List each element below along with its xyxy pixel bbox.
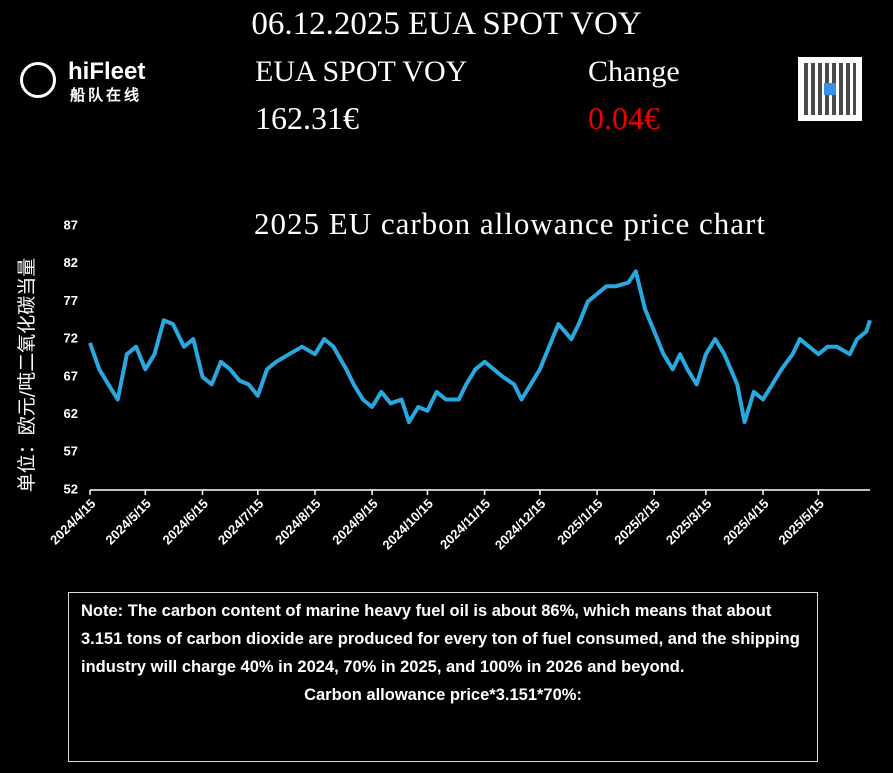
x-tick-label: 2024/7/15 <box>215 496 267 548</box>
y-tick-label: 82 <box>64 255 78 270</box>
note-box: Note: The carbon content of marine heavy… <box>68 592 818 762</box>
x-tick-label: 2024/12/15 <box>492 496 549 553</box>
y-tick-label: 52 <box>64 481 78 496</box>
qr-code <box>798 57 862 121</box>
x-tick-label: 2024/4/15 <box>47 496 99 548</box>
x-tick-label: 2024/9/15 <box>329 496 381 548</box>
chart-title: 2025 EU carbon allowance price chart <box>254 206 766 241</box>
header-title: 06.12.2025 EUA SPOT VOY <box>251 6 642 42</box>
price: 162.31€ <box>255 100 359 136</box>
x-tick-label: 2024/6/15 <box>160 496 212 548</box>
x-tick-label: 2024/5/15 <box>102 496 154 548</box>
y-tick-label: 77 <box>64 293 78 308</box>
x-tick-label: 2025/2/15 <box>611 496 663 548</box>
x-tick-label: 2024/10/15 <box>379 496 436 553</box>
y-tick-label: 57 <box>64 444 78 459</box>
logo-subtext: 船队在线 <box>70 86 143 104</box>
x-tick-label: 2024/8/15 <box>272 496 324 548</box>
logo-text: hiFleet <box>68 58 146 85</box>
logo-icon <box>20 62 56 98</box>
note-formula: Carbon allowance price*3.151*70%: <box>304 686 582 704</box>
y-tick-label: 72 <box>64 331 78 346</box>
y-tick-label: 87 <box>64 217 78 232</box>
x-tick-label: 2025/4/15 <box>720 496 772 548</box>
product-label: EUA SPOT VOY <box>255 55 468 88</box>
x-tick-label: 2025/3/15 <box>663 496 715 548</box>
x-tick-label: 2025/5/15 <box>775 496 827 548</box>
x-tick-label: 2024/11/15 <box>437 496 493 552</box>
y-axis-label: 单位：欧元/吨二氧化碳当量 <box>16 258 38 492</box>
note-text: Note: The carbon content of marine heavy… <box>81 602 800 676</box>
y-tick-label: 62 <box>64 406 78 421</box>
change-label: Change <box>588 55 680 88</box>
chart: 2025 EU carbon allowance price chart 单位：… <box>16 206 872 553</box>
x-tick-label: 2025/1/15 <box>554 496 606 548</box>
y-tick-label: 67 <box>64 368 78 383</box>
price-line <box>88 269 872 425</box>
change: 0.04€ <box>588 100 660 136</box>
